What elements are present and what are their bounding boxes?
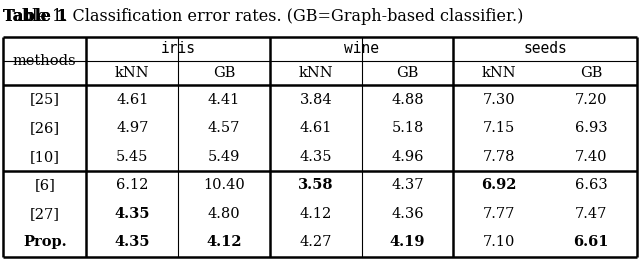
Text: 4.96: 4.96 xyxy=(391,150,424,164)
Text: 7.10: 7.10 xyxy=(483,236,515,249)
Text: kNN: kNN xyxy=(115,66,150,80)
Text: 4.57: 4.57 xyxy=(208,121,240,135)
Text: 5.18: 5.18 xyxy=(391,121,424,135)
Text: 4.27: 4.27 xyxy=(300,236,332,249)
Text: 4.61: 4.61 xyxy=(116,92,148,107)
Text: 4.12: 4.12 xyxy=(300,207,332,221)
Text: 4.61: 4.61 xyxy=(300,121,332,135)
Text: 7.77: 7.77 xyxy=(483,207,515,221)
Text: iris: iris xyxy=(161,41,196,56)
Text: 4.35: 4.35 xyxy=(300,150,332,164)
Text: 6.92: 6.92 xyxy=(481,178,517,192)
Text: 7.15: 7.15 xyxy=(483,121,515,135)
Text: [27]: [27] xyxy=(30,207,60,221)
Text: GB: GB xyxy=(396,66,419,80)
Text: 4.37: 4.37 xyxy=(391,178,424,192)
Text: Table 1. Classification error rates. (GB=Graph-based classifier.): Table 1. Classification error rates. (GB… xyxy=(3,8,524,25)
Text: [10]: [10] xyxy=(30,150,60,164)
Text: 5.49: 5.49 xyxy=(208,150,240,164)
Text: Table 1: Table 1 xyxy=(3,8,68,25)
Text: methods: methods xyxy=(13,54,77,68)
Text: 6.12: 6.12 xyxy=(116,178,148,192)
Text: 6.93: 6.93 xyxy=(575,121,607,135)
Text: 4.97: 4.97 xyxy=(116,121,148,135)
Text: 6.63: 6.63 xyxy=(575,178,607,192)
Text: 4.41: 4.41 xyxy=(208,92,240,107)
Text: 3.84: 3.84 xyxy=(300,92,332,107)
Text: 4.36: 4.36 xyxy=(391,207,424,221)
Text: 7.30: 7.30 xyxy=(483,92,515,107)
Text: 7.47: 7.47 xyxy=(575,207,607,221)
Text: 4.35: 4.35 xyxy=(115,207,150,221)
Text: GB: GB xyxy=(213,66,235,80)
Text: Prop.: Prop. xyxy=(23,236,67,249)
Text: seeds: seeds xyxy=(523,41,567,56)
Text: 4.88: 4.88 xyxy=(391,92,424,107)
Text: Table 1: Table 1 xyxy=(3,8,68,25)
Text: kNN: kNN xyxy=(298,66,333,80)
Text: 4.80: 4.80 xyxy=(208,207,240,221)
Text: 4.12: 4.12 xyxy=(206,236,242,249)
Text: 3.58: 3.58 xyxy=(298,178,333,192)
Text: GB: GB xyxy=(580,66,602,80)
Text: kNN: kNN xyxy=(482,66,516,80)
Text: 6.61: 6.61 xyxy=(573,236,609,249)
Text: 10.40: 10.40 xyxy=(203,178,245,192)
Text: 5.45: 5.45 xyxy=(116,150,148,164)
Text: 7.78: 7.78 xyxy=(483,150,515,164)
Text: [6]: [6] xyxy=(35,178,55,192)
Text: wine: wine xyxy=(344,41,379,56)
Text: 7.40: 7.40 xyxy=(575,150,607,164)
Text: 4.19: 4.19 xyxy=(390,236,425,249)
Text: [26]: [26] xyxy=(29,121,60,135)
Text: 7.20: 7.20 xyxy=(575,92,607,107)
Text: [25]: [25] xyxy=(30,92,60,107)
Text: 4.35: 4.35 xyxy=(115,236,150,249)
